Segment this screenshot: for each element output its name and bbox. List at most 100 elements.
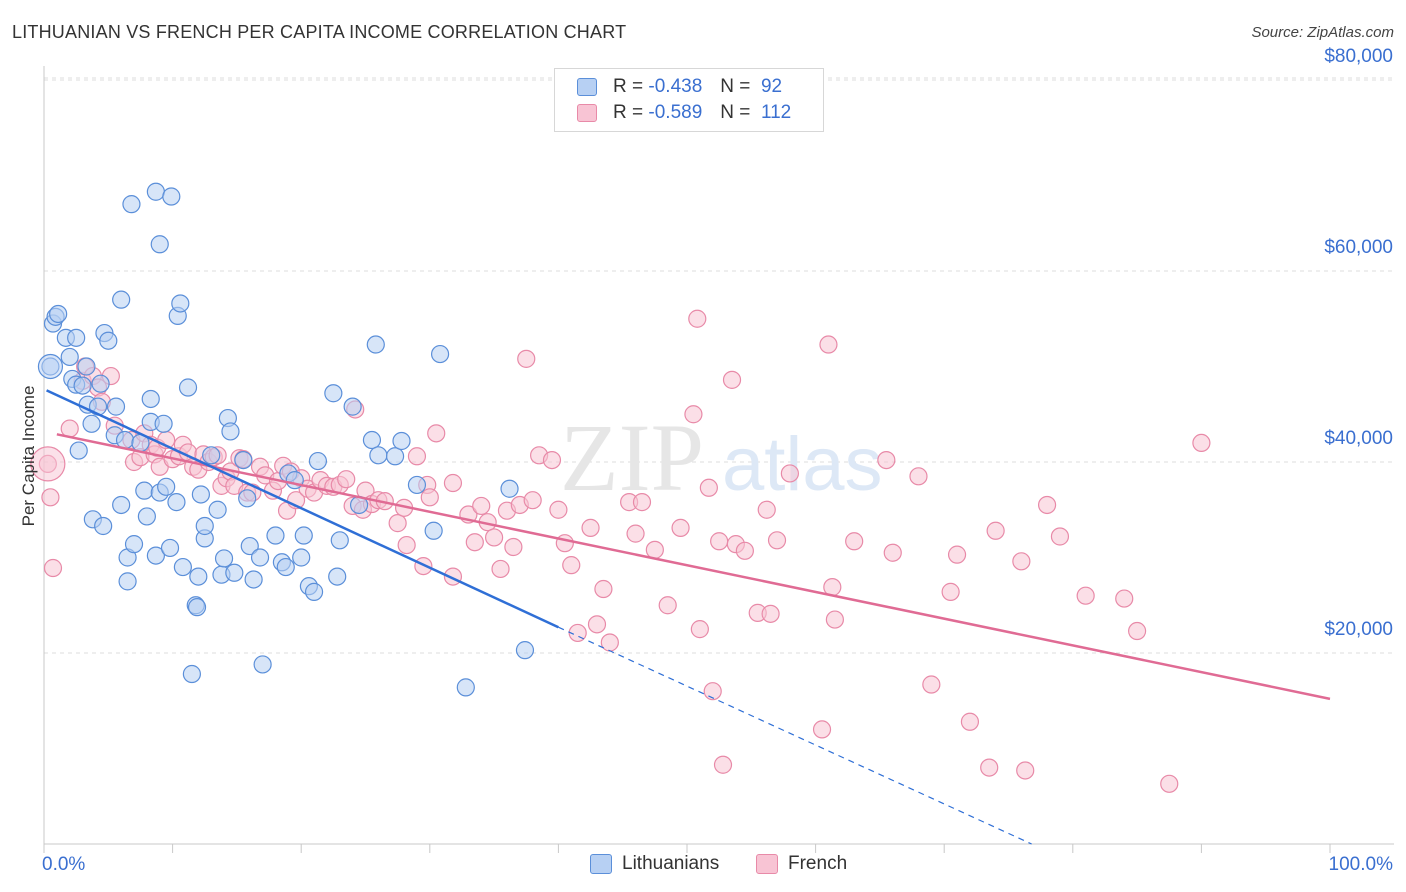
lithuanian-point bbox=[328, 567, 347, 586]
lithuanian-trend-extension bbox=[558, 626, 1032, 845]
lithuanian-trend-line bbox=[46, 389, 559, 629]
french-point bbox=[420, 488, 439, 507]
legend-row-lithuanians: R = -0.438 N = 92 bbox=[577, 76, 782, 98]
lithuanian-point bbox=[157, 477, 176, 496]
lithuanian-points bbox=[37, 182, 535, 697]
lithuanian-point bbox=[195, 516, 214, 536]
french-point bbox=[504, 537, 523, 557]
french-point bbox=[761, 604, 780, 623]
legend-row-french: R = -0.589 N = 112 bbox=[577, 102, 791, 124]
lithuanian-point bbox=[253, 655, 272, 674]
legend-n-value: 112 bbox=[760, 102, 792, 123]
lithuanian-point bbox=[208, 500, 227, 519]
watermark-zip: ZIP bbox=[560, 404, 704, 511]
lithuanian-point bbox=[182, 664, 201, 684]
lithuanian-point bbox=[173, 557, 192, 577]
lithuanian-point bbox=[191, 485, 210, 504]
bottom-legend-lithuanians: Lithuanians bbox=[590, 851, 719, 877]
french-point bbox=[658, 596, 677, 615]
french-point bbox=[30, 446, 66, 482]
lithuanian-point bbox=[202, 446, 221, 465]
french-point bbox=[1012, 552, 1031, 571]
lithuanian-point bbox=[366, 335, 385, 354]
source-label: Source: ZipAtlas.com bbox=[1251, 24, 1394, 41]
french-point bbox=[722, 370, 742, 389]
lithuanian-point bbox=[362, 430, 382, 450]
lithuanian-point bbox=[330, 531, 349, 550]
lithuanian-point bbox=[238, 489, 257, 508]
french-point bbox=[562, 556, 581, 575]
french-point bbox=[909, 467, 928, 486]
lithuanian-point bbox=[37, 353, 64, 380]
legend-r-value: -0.589 bbox=[648, 102, 703, 123]
legend-n-label: N = bbox=[720, 76, 751, 97]
lithuanian-point bbox=[187, 598, 207, 617]
lithuanian-point bbox=[324, 384, 343, 403]
lithuanian-point bbox=[171, 294, 190, 313]
bottom-legend-label: Lithuanians bbox=[622, 853, 720, 874]
french-point bbox=[941, 582, 960, 601]
french-point bbox=[1050, 527, 1070, 546]
lithuanian-point bbox=[60, 347, 79, 367]
lithuanian-point bbox=[456, 678, 475, 697]
french-point bbox=[542, 450, 562, 470]
lithuanian-point bbox=[73, 376, 92, 395]
french-point bbox=[960, 712, 980, 731]
x-tick-label-left: 0.0% bbox=[42, 854, 85, 875]
french-point bbox=[632, 493, 652, 512]
lithuanian-point bbox=[292, 548, 311, 567]
lithuanian-point bbox=[225, 563, 244, 582]
french-point bbox=[523, 491, 542, 510]
french-point bbox=[397, 535, 416, 555]
lithuanian-point bbox=[221, 422, 240, 441]
french-point bbox=[337, 470, 356, 489]
french-point bbox=[568, 623, 587, 643]
french-point bbox=[710, 532, 729, 551]
french-point bbox=[581, 518, 600, 537]
lithuanian-point bbox=[67, 328, 86, 347]
french-trend-line bbox=[56, 433, 1331, 701]
lithuanian-point bbox=[118, 572, 137, 591]
lithuanian-point bbox=[308, 451, 328, 471]
french-point bbox=[671, 518, 690, 537]
french-point bbox=[947, 545, 967, 564]
trend-lines bbox=[46, 389, 1331, 845]
lithuanian-point bbox=[49, 304, 68, 324]
french-point bbox=[812, 720, 832, 739]
lithuanian-point bbox=[304, 582, 324, 601]
bottom-legend-french: French bbox=[756, 851, 847, 877]
lithuanian-point bbox=[94, 516, 113, 536]
lithuanian-point bbox=[154, 414, 173, 433]
lithuanian-point bbox=[146, 546, 165, 565]
lithuanian-point bbox=[122, 195, 141, 214]
french-point bbox=[41, 488, 60, 507]
y-tick-label: $60,000 bbox=[1324, 237, 1393, 258]
x-tick-label-right: 100.0% bbox=[1329, 854, 1394, 875]
french-point bbox=[699, 478, 718, 497]
lithuanian-point bbox=[135, 481, 154, 500]
french-point bbox=[883, 543, 902, 562]
lithuanian-point bbox=[515, 641, 535, 660]
french-point bbox=[1115, 589, 1134, 608]
bottom-legend-label: French bbox=[788, 853, 848, 874]
lithuanian-point bbox=[77, 357, 96, 376]
lithuanian-point bbox=[250, 548, 270, 567]
lithuanian-point bbox=[82, 414, 101, 433]
french-point bbox=[688, 309, 707, 328]
watermark-atlas: atlas bbox=[722, 422, 883, 507]
legend-swatch-blue bbox=[577, 78, 597, 96]
lithuanian-point bbox=[240, 536, 259, 556]
correlation-legend: R = -0.438 N = 92 R = -0.589 N = 112 bbox=[554, 68, 824, 132]
legend-n-label: N = bbox=[720, 102, 751, 123]
y-tick-label: $20,000 bbox=[1324, 619, 1393, 640]
bottom-legend-swatch-blue bbox=[590, 854, 612, 874]
french-point bbox=[1037, 495, 1057, 515]
lithuanian-point bbox=[294, 526, 313, 545]
french-point bbox=[713, 755, 733, 774]
lithuanian-point bbox=[106, 397, 126, 416]
french-point bbox=[1076, 586, 1095, 605]
french-point bbox=[626, 524, 645, 543]
french-point bbox=[465, 533, 484, 552]
french-point bbox=[767, 531, 787, 550]
